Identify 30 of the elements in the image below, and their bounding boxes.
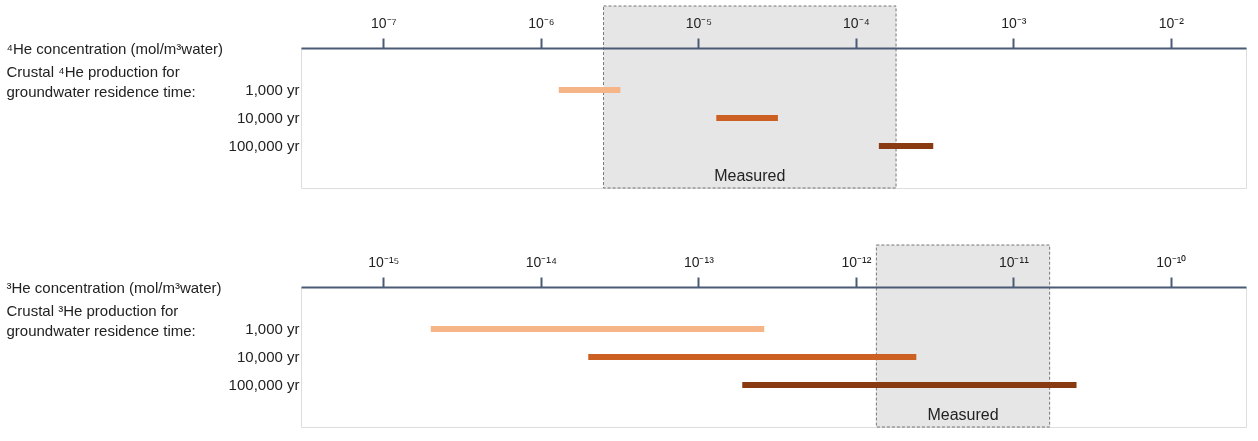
- x-tick-label: 10⁻¹³: [683, 253, 715, 270]
- x-tick-label: 10⁻⁶: [528, 14, 555, 31]
- x-tick-label: 10⁻²: [1158, 14, 1185, 31]
- bar: [430, 326, 765, 332]
- y-tick-label: 10,000 yr: [236, 348, 300, 365]
- bar: [878, 143, 934, 149]
- x-tick-label: 10⁻⁷: [371, 14, 397, 31]
- x-tick-label: 10⁻¹⁴: [525, 253, 557, 270]
- x-tick-label: 10⁻¹⁵: [368, 253, 400, 270]
- x-axis-title: ⁴He concentration (mol/m³water): [6, 39, 224, 57]
- bar: [588, 354, 917, 360]
- y-tick-label: 100,000 yr: [228, 137, 300, 154]
- bar: [742, 382, 1077, 388]
- bar: [716, 115, 778, 121]
- bar: [558, 87, 621, 93]
- band-label: Measured: [714, 167, 786, 184]
- y-axis-title: Crustal ³He production for groundwater residence time:: [6, 301, 196, 339]
- y-tick-label: 1,000 yr: [245, 81, 300, 98]
- x-tick-label: 10⁻⁵: [685, 14, 713, 31]
- y-axis-title: Crustal ⁴He production for groundwater residence time:: [6, 62, 196, 100]
- x-tick-label: 10⁻¹⁰: [1156, 253, 1187, 270]
- band-label: Measured: [927, 406, 999, 423]
- x-tick-label: 10⁻¹¹: [998, 253, 1030, 270]
- x-tick-label: 10⁻⁴: [843, 14, 870, 31]
- x-axis-title: ³He concentration (mol/m³water): [6, 278, 222, 296]
- x-tick-label: 10⁻³: [1001, 14, 1027, 31]
- y-tick-label: 100,000 yr: [228, 376, 300, 393]
- x-tick-label: 10⁻¹²: [841, 253, 872, 270]
- y-tick-label: 10,000 yr: [236, 109, 300, 126]
- y-tick-label: 1,000 yr: [245, 320, 300, 337]
